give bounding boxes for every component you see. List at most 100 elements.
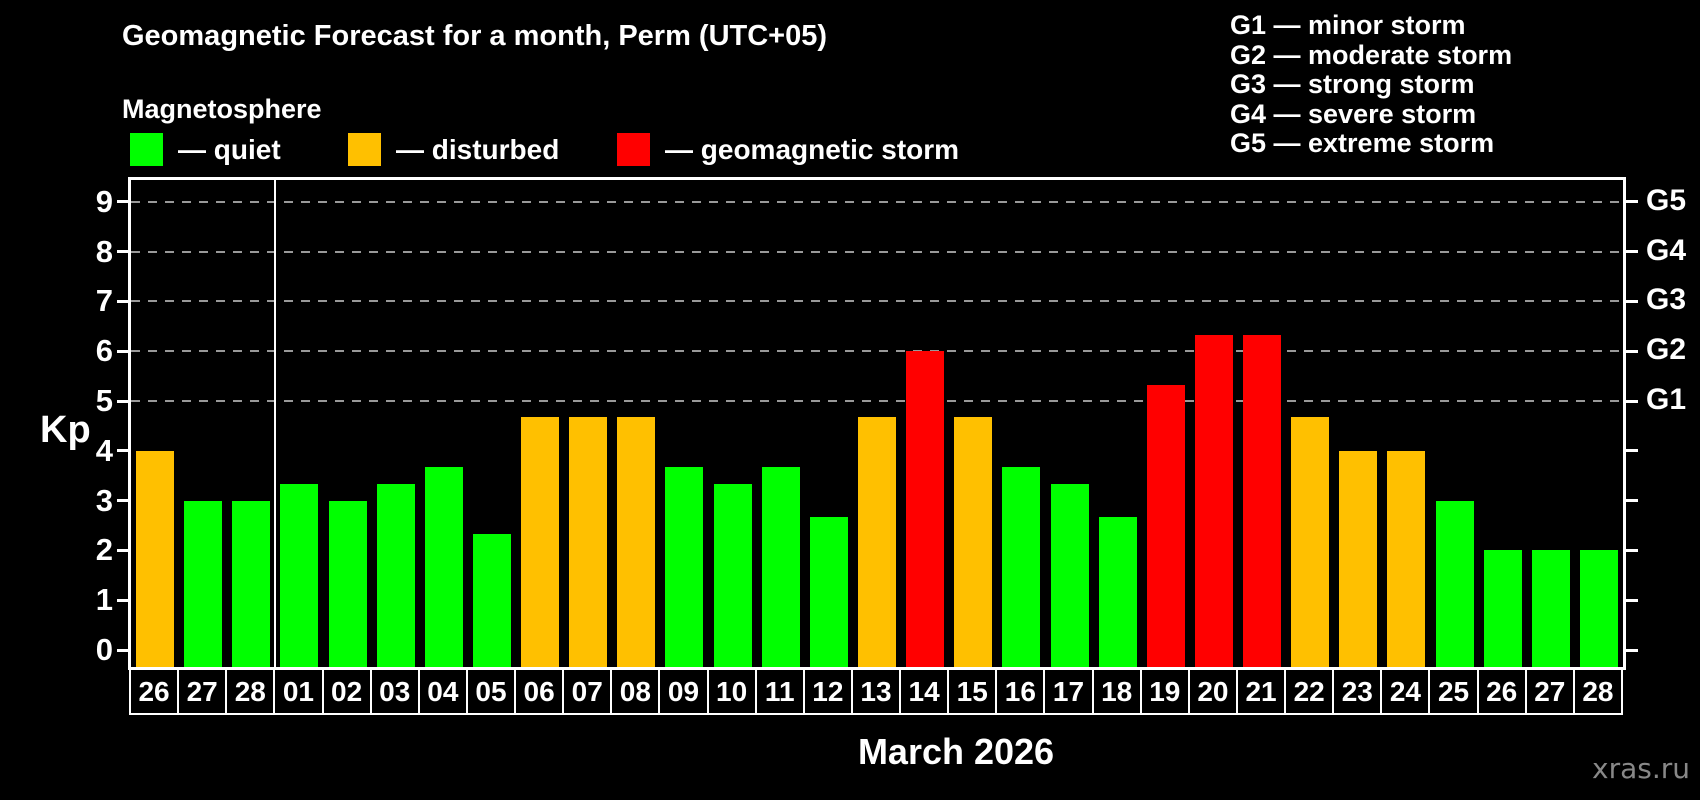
- day-label-18: 18: [1091, 668, 1142, 715]
- day-label-24: 24: [1380, 668, 1431, 715]
- day-label-28: 28: [1572, 668, 1623, 715]
- day-label-21: 21: [1235, 668, 1287, 715]
- g4-legend-line: G4 — severe storm: [1230, 98, 1477, 129]
- y-tick-label-7: 7: [95, 283, 113, 319]
- day-label-04: 04: [417, 668, 468, 715]
- kp-bar-day-06: [521, 417, 560, 667]
- legend-label-quiet: — quiet: [178, 133, 281, 165]
- day-label-12: 12: [802, 668, 853, 715]
- g-scale-label-G5: G5: [1646, 183, 1687, 217]
- kp-bar-day-03: [376, 484, 415, 667]
- kp-bar-day-14: [906, 351, 945, 667]
- day-label-22: 22: [1284, 668, 1335, 715]
- g-scale-label-G2: G2: [1646, 333, 1687, 367]
- day-label-20: 20: [1187, 668, 1238, 715]
- kp-bar-day-22: [1291, 417, 1330, 667]
- day-label-05: 05: [465, 668, 517, 715]
- y-axis-tick-right-8: [1626, 250, 1638, 254]
- kp-bar-day-25: [1435, 500, 1474, 667]
- y-axis-tick-right-4: [1626, 449, 1638, 453]
- gridline-kp5: [131, 400, 1623, 402]
- kp-bar-day-20: [1194, 334, 1233, 667]
- day-label-13: 13: [850, 668, 902, 715]
- day-label-27: 27: [1524, 668, 1575, 715]
- g5-legend-line: G5 — extreme storm: [1230, 128, 1495, 159]
- y-axis-tick-left-8: [117, 250, 129, 254]
- kp-bar-day-09: [665, 467, 704, 667]
- legend-item-storm: — geomagnetic storm: [617, 133, 959, 166]
- g-scale-label-G4: G4: [1646, 233, 1687, 267]
- day-label-03: 03: [369, 668, 420, 715]
- legend-label-storm: — geomagnetic storm: [665, 133, 960, 165]
- x-axis-label: March 2026: [857, 731, 1055, 772]
- gridline-kp6: [131, 350, 1623, 353]
- kp-bar-day-28: [232, 500, 271, 667]
- kp-bar-day-01: [280, 484, 319, 667]
- legend-item-disturbed: — disturbed: [348, 133, 559, 166]
- g1-legend-line: G1 — minor storm: [1230, 10, 1466, 40]
- kp-bar-day-26: [1483, 550, 1522, 667]
- month-separator-line: [274, 180, 277, 667]
- y-tick-label-4: 4: [95, 432, 113, 468]
- y-tick-label-5: 5: [95, 383, 113, 418]
- storm-color-swatch: [617, 133, 650, 166]
- day-label-15: 15: [947, 668, 998, 715]
- y-axis-tick-left-5: [117, 399, 129, 403]
- disturbed-color-swatch: [348, 133, 381, 166]
- y-axis-tick-right-1: [1626, 598, 1638, 602]
- y-axis-tick-left-2: [117, 548, 129, 552]
- kp-bar-day-26: [136, 450, 175, 667]
- y-tick-label-8: 8: [95, 233, 113, 269]
- y-axis-tick-right-0: [1626, 648, 1638, 652]
- chart-subtitle: Magnetosphere: [122, 94, 322, 124]
- legend-label-disturbed: — disturbed: [396, 133, 560, 165]
- y-axis-tick-right-6: [1626, 349, 1638, 353]
- y-axis-tick-left-9: [117, 200, 129, 204]
- kp-bar-day-27: [1531, 550, 1570, 667]
- y-axis-tick-right-5: [1626, 399, 1638, 403]
- y-axis-tick-right-7: [1626, 299, 1638, 303]
- day-label-19: 19: [1139, 668, 1190, 715]
- g2-legend-line: G2 — moderate storm: [1230, 39, 1513, 70]
- day-label-01: 01: [273, 668, 324, 715]
- kp-bar-day-12: [809, 517, 848, 667]
- day-label-11: 11: [754, 668, 805, 715]
- day-label-25: 25: [1428, 668, 1479, 715]
- y-axis-tick-right-3: [1626, 499, 1638, 503]
- gridline-kp8: [131, 250, 1623, 253]
- kp-bar-day-16: [1002, 467, 1041, 667]
- day-label-27: 27: [177, 668, 228, 715]
- day-label-16: 16: [995, 668, 1046, 715]
- y-tick-label-0: 0: [95, 632, 113, 667]
- kp-bar-day-15: [954, 417, 993, 667]
- y-axis-tick-right-9: [1626, 200, 1638, 204]
- y-axis-label: Kp: [40, 409, 91, 451]
- kp-bar-day-13: [858, 417, 896, 667]
- g3-legend-line: G3 — strong storm: [1230, 69, 1475, 100]
- gridline-kp7: [131, 300, 1623, 303]
- watermark: xras.ru: [1592, 752, 1690, 785]
- storm-scale-legend: G1 — minor storm G2 — moderate storm G3 …: [1230, 10, 1513, 159]
- day-label-26: 26: [1476, 668, 1527, 715]
- quiet-color-swatch: [130, 133, 163, 166]
- chart-title: Geomagnetic Forecast for a month, Perm (…: [122, 20, 828, 52]
- kp-bar-day-28: [1579, 550, 1618, 667]
- y-tick-label-6: 6: [95, 333, 113, 369]
- day-label-26: 26: [129, 668, 180, 715]
- day-label-07: 07: [562, 668, 613, 715]
- kp-bar-day-17: [1050, 484, 1089, 667]
- kp-bar-day-10: [713, 484, 752, 667]
- y-tick-label-9: 9: [95, 183, 113, 219]
- g-scale-label-G3: G3: [1646, 283, 1687, 317]
- kp-bar-day-05: [472, 533, 511, 667]
- gridline-kp9: [131, 200, 1623, 203]
- y-axis-tick-left-7: [117, 299, 129, 303]
- kp-bar-day-11: [761, 467, 800, 667]
- legend-item-quiet: — quiet: [130, 133, 281, 166]
- kp-bar-day-23: [1339, 450, 1378, 667]
- kp-bar-day-24: [1387, 450, 1426, 667]
- y-axis-tick-right-2: [1626, 548, 1638, 552]
- day-label-10: 10: [706, 668, 757, 715]
- day-label-17: 17: [1043, 668, 1094, 715]
- y-axis-tick-left-4: [117, 449, 129, 453]
